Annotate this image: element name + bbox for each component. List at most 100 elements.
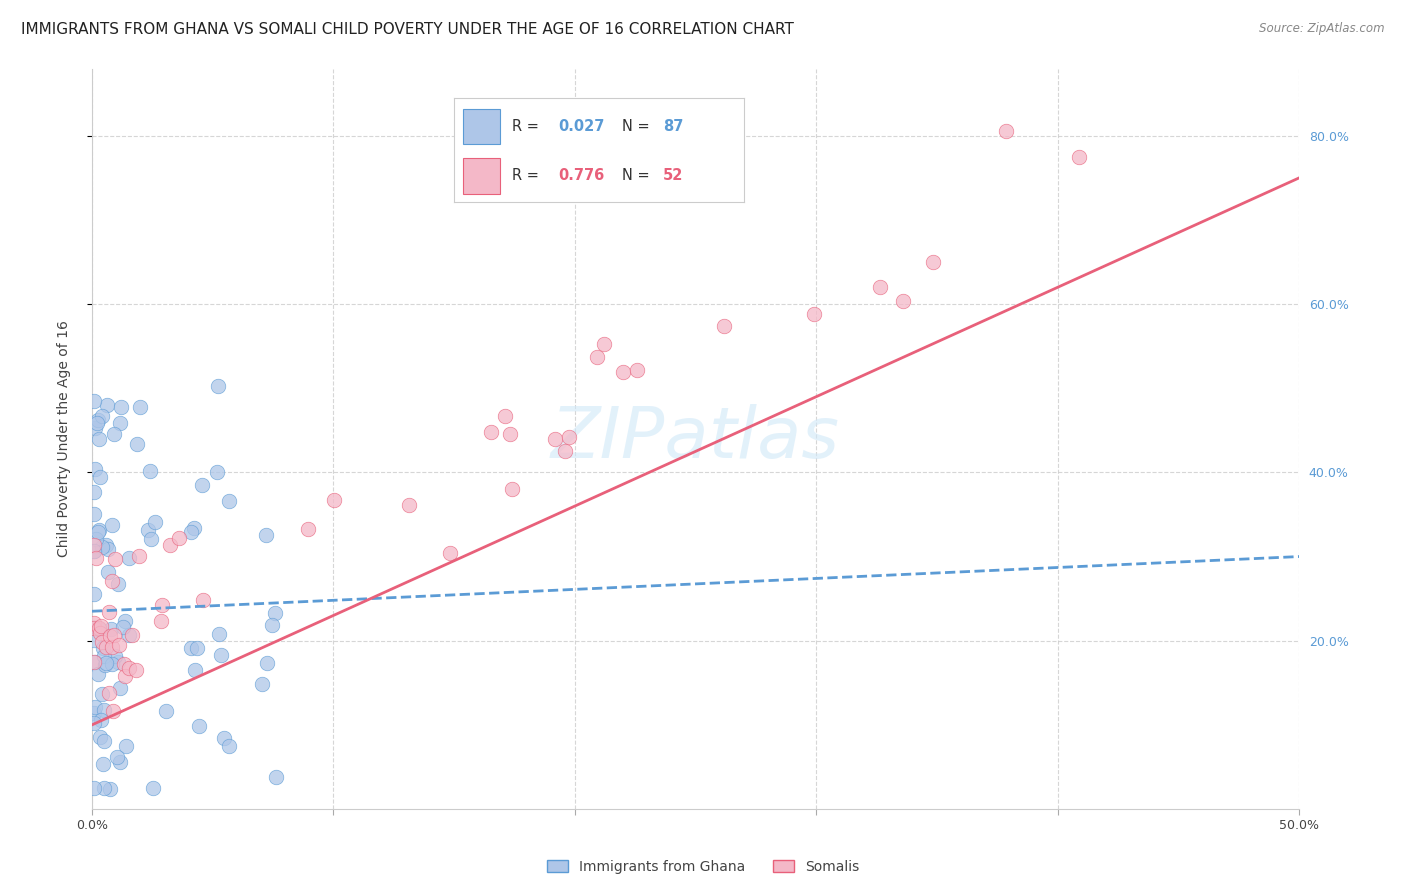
- Point: [180, 640, 202, 655]
- Point: [114, 614, 136, 628]
- Point: [155, 704, 177, 718]
- Point: [93, 649, 115, 664]
- Point: [180, 524, 202, 539]
- Point: [118, 661, 141, 675]
- Point: [612, 365, 634, 379]
- Point: [218, 494, 240, 508]
- Point: [592, 337, 614, 351]
- Point: [250, 676, 273, 690]
- Point: [110, 756, 132, 770]
- Point: [893, 294, 915, 309]
- Point: [93, 733, 115, 747]
- Point: [190, 478, 212, 492]
- Point: [83, 544, 105, 558]
- Point: [921, 255, 943, 269]
- Point: [94, 640, 117, 655]
- Point: [98, 781, 121, 796]
- Point: [142, 780, 165, 795]
- Point: [96, 398, 118, 412]
- Point: [212, 731, 235, 746]
- Point: [205, 465, 228, 479]
- Point: [104, 649, 127, 664]
- Point: [128, 549, 150, 564]
- Point: [112, 657, 135, 671]
- Point: [256, 656, 278, 670]
- Point: [209, 648, 232, 663]
- Point: [544, 432, 567, 446]
- Point: [207, 626, 229, 640]
- Point: [91, 757, 114, 772]
- Point: [97, 686, 120, 700]
- Point: [89, 622, 111, 636]
- Point: [145, 516, 167, 530]
- Point: [96, 657, 118, 671]
- Point: [83, 655, 105, 669]
- Point: [87, 621, 110, 635]
- Point: [558, 430, 581, 444]
- Text: ZIPatlas: ZIPatlas: [551, 404, 839, 474]
- Point: [83, 780, 105, 795]
- Point: [90, 541, 112, 555]
- Point: [167, 531, 190, 545]
- Point: [191, 592, 214, 607]
- Point: [98, 629, 121, 643]
- Point: [96, 538, 118, 552]
- Point: [83, 393, 105, 408]
- Point: [83, 543, 105, 558]
- Point: [125, 436, 148, 450]
- Point: [98, 605, 121, 619]
- Point: [93, 703, 115, 717]
- Point: [101, 640, 124, 654]
- Point: [90, 635, 112, 649]
- Point: [89, 730, 111, 744]
- Point: [103, 704, 125, 718]
- Point: [183, 521, 205, 535]
- Point: [494, 409, 516, 423]
- Text: IMMIGRANTS FROM GHANA VS SOMALI CHILD POVERTY UNDER THE AGE OF 16 CORRELATION CH: IMMIGRANTS FROM GHANA VS SOMALI CHILD PO…: [21, 22, 794, 37]
- Point: [101, 517, 124, 532]
- Point: [262, 618, 284, 632]
- Point: [254, 528, 277, 542]
- Point: [112, 620, 135, 634]
- Text: Source: ZipAtlas.com: Source: ZipAtlas.com: [1260, 22, 1385, 36]
- Point: [322, 493, 344, 508]
- Point: [83, 507, 105, 521]
- Point: [207, 379, 229, 393]
- Point: [87, 432, 110, 446]
- Point: [150, 598, 173, 612]
- Point: [141, 533, 163, 547]
- Point: [83, 632, 105, 647]
- Point: [87, 524, 110, 539]
- Point: [83, 621, 105, 635]
- Point: [83, 421, 105, 435]
- Point: [83, 706, 105, 721]
- Point: [87, 523, 110, 537]
- Point: [398, 498, 420, 512]
- Point: [117, 551, 139, 566]
- Point: [125, 664, 148, 678]
- Point: [188, 719, 211, 733]
- Point: [84, 551, 107, 566]
- Point: [86, 416, 108, 430]
- Point: [103, 426, 125, 441]
- Point: [108, 416, 131, 430]
- Point: [479, 425, 502, 440]
- Point: [150, 614, 173, 628]
- Point: [87, 413, 110, 427]
- Point: [84, 655, 107, 669]
- Point: [89, 626, 111, 640]
- Point: [97, 565, 120, 579]
- Point: [869, 279, 891, 293]
- Point: [108, 681, 131, 695]
- Point: [100, 622, 122, 636]
- Point: [107, 638, 129, 652]
- Point: [89, 470, 111, 484]
- Point: [84, 532, 107, 546]
- Point: [104, 551, 127, 566]
- Point: [91, 640, 114, 655]
- Point: [90, 619, 112, 633]
- Point: [995, 124, 1018, 138]
- Point: [103, 628, 125, 642]
- Point: [139, 464, 162, 478]
- Point: [107, 577, 129, 591]
